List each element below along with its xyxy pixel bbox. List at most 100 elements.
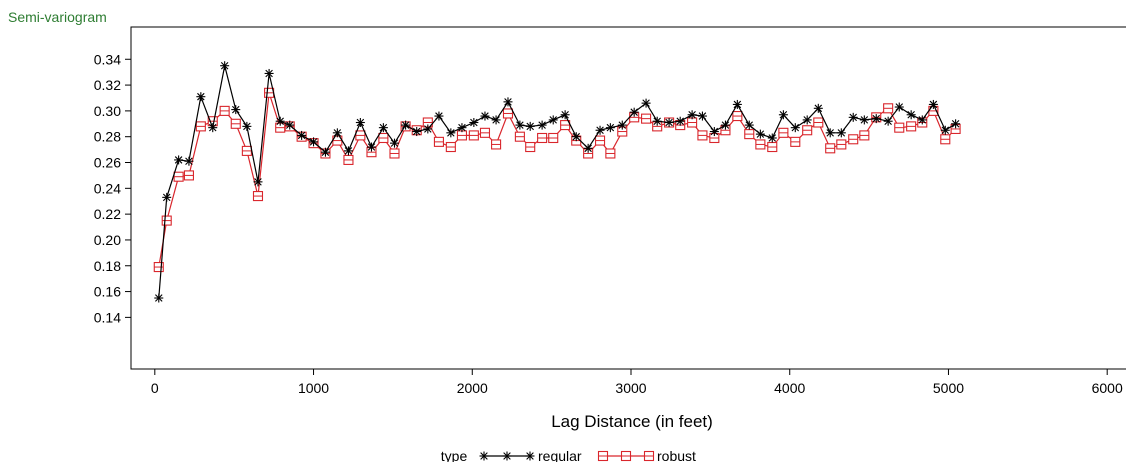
- point-regular: [560, 110, 570, 120]
- point-robust: [264, 87, 275, 98]
- point-robust: [732, 110, 743, 122]
- point-regular: [537, 120, 547, 130]
- point-regular: [220, 61, 230, 71]
- point-regular: [297, 130, 307, 140]
- point-regular: [253, 177, 263, 187]
- point-robust: [940, 134, 951, 145]
- point-regular: [515, 120, 525, 130]
- legend-label: regular: [538, 448, 582, 462]
- point-robust: [813, 117, 824, 128]
- point-regular: [605, 123, 615, 133]
- point-robust: [767, 141, 778, 153]
- point-robust: [825, 143, 836, 154]
- point-robust: [491, 139, 502, 150]
- point-regular: [503, 97, 513, 107]
- x-tick-label: 0: [151, 380, 159, 396]
- point-robust: [605, 148, 616, 159]
- point-regular: [802, 115, 812, 125]
- point-regular: [208, 123, 218, 133]
- point-robust: [502, 108, 514, 119]
- point-robust: [906, 121, 917, 132]
- point-regular: [928, 99, 938, 109]
- legend-marker: [479, 451, 489, 461]
- point-regular: [641, 98, 651, 108]
- point-robust: [755, 139, 766, 150]
- point-robust: [641, 113, 652, 124]
- x-tick-label: 4000: [774, 380, 805, 396]
- legend-item-regular: regular: [479, 448, 582, 464]
- x-tick-label: 2000: [457, 380, 488, 396]
- point-robust: [848, 134, 859, 145]
- y-tick-label: 0.32: [94, 77, 121, 93]
- point-regular: [595, 125, 605, 135]
- point-regular: [285, 120, 295, 130]
- point-regular: [825, 128, 835, 138]
- x-tick-label: 6000: [1092, 380, 1123, 396]
- point-regular: [366, 142, 376, 152]
- point-robust: [161, 215, 172, 226]
- y-tick-label: 0.34: [94, 51, 121, 67]
- point-robust: [697, 130, 708, 141]
- point-robust: [883, 103, 894, 114]
- point-robust: [389, 148, 400, 159]
- point-regular: [894, 102, 904, 112]
- point-robust: [537, 132, 548, 144]
- x-tick-label: 5000: [933, 380, 964, 396]
- legend-marker: [525, 451, 535, 461]
- point-regular: [378, 123, 388, 133]
- point-regular: [940, 125, 950, 135]
- y-tick-label: 0.18: [94, 258, 121, 274]
- point-robust: [594, 135, 606, 146]
- point-regular: [720, 120, 730, 130]
- point-robust: [468, 130, 479, 141]
- point-robust: [433, 136, 444, 147]
- point-robust: [525, 141, 536, 153]
- point-regular: [813, 103, 823, 113]
- plot-frame: [130, 26, 1126, 370]
- point-robust: [560, 120, 571, 131]
- point-regular: [275, 116, 285, 126]
- legend-marker: [620, 450, 632, 462]
- point-regular: [343, 146, 353, 156]
- point-regular: [174, 155, 184, 165]
- point-regular: [583, 143, 593, 153]
- legend-marker: [597, 450, 609, 462]
- point-robust: [859, 130, 870, 141]
- point-robust: [219, 105, 230, 116]
- point-robust: [836, 139, 847, 150]
- point-regular: [755, 129, 765, 139]
- point-regular: [469, 118, 479, 128]
- point-robust: [687, 117, 698, 128]
- y-tick-label: 0.24: [94, 180, 121, 196]
- series-line-regular: [158, 65, 956, 299]
- point-regular: [732, 99, 742, 109]
- legend-item-robust: robust: [597, 448, 696, 464]
- point-regular: [480, 111, 490, 121]
- legend-marker: [643, 450, 655, 462]
- point-regular: [184, 156, 194, 166]
- series-regular: [154, 61, 961, 303]
- point-regular: [767, 133, 777, 143]
- point-robust: [514, 131, 525, 142]
- point-robust: [230, 118, 241, 129]
- point-robust: [183, 170, 194, 181]
- point-robust: [778, 127, 789, 138]
- point-regular: [883, 116, 893, 126]
- legend: type regular robust: [441, 448, 696, 464]
- point-robust: [378, 132, 389, 144]
- point-robust: [241, 145, 252, 156]
- point-robust: [355, 130, 366, 141]
- point-robust: [456, 130, 468, 141]
- point-regular: [871, 114, 881, 124]
- point-regular: [389, 138, 399, 148]
- point-regular: [162, 192, 172, 202]
- point-regular: [231, 105, 241, 115]
- point-regular: [778, 110, 788, 120]
- y-axis: 0.14 0.16 0.18 0.20 0.22 0.24 0.26 0.28 0.30 0.32…: [94, 51, 131, 325]
- point-regular: [917, 115, 927, 125]
- point-regular: [154, 293, 164, 303]
- x-axis: 0 1000 2000 3000 4000 5000 6000: [151, 369, 1123, 396]
- series-robust: [153, 87, 961, 273]
- point-robust: [894, 122, 905, 133]
